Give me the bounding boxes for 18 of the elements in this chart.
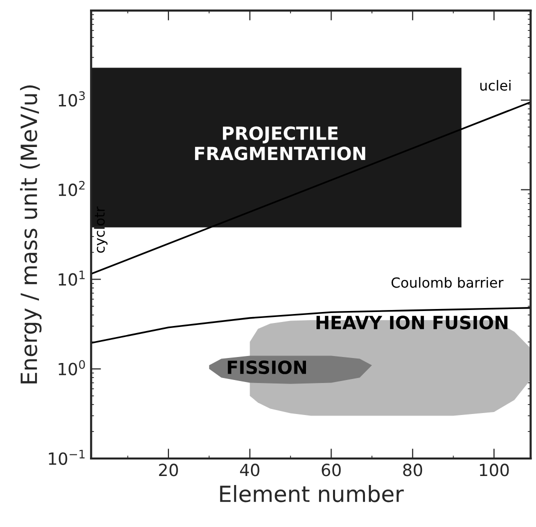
annotation: uclei — [480, 80, 511, 91]
x-axis-title: Element number — [220, 485, 404, 502]
y-axis-title: Energy / mass unit (MeV/u) — [20, 85, 42, 384]
y-tick-label: 10$^{2}$ — [58, 180, 85, 196]
annotation: Coulomb barrier — [392, 277, 504, 288]
x-tick-label: 60 — [322, 464, 341, 476]
annotation: HEAVY ION FUSION — [316, 316, 508, 330]
y-tick-label: 10$^{−1}$ — [48, 450, 85, 465]
y-tick-label: 10$^{1}$ — [58, 270, 85, 286]
y-tick-label: 10$^{3}$ — [58, 91, 85, 107]
line-series — [91, 307, 531, 344]
annotation: PROJECTILE FRAGMENTATION — [195, 126, 366, 160]
x-tick-label: 20 — [159, 464, 178, 476]
annotation: FISSION — [228, 360, 306, 374]
y-tick-label: 10$^{0}$ — [58, 360, 85, 376]
x-tick-label: 100 — [480, 464, 509, 476]
x-tick-label: 80 — [403, 464, 422, 476]
x-tick-label: 40 — [240, 464, 260, 476]
